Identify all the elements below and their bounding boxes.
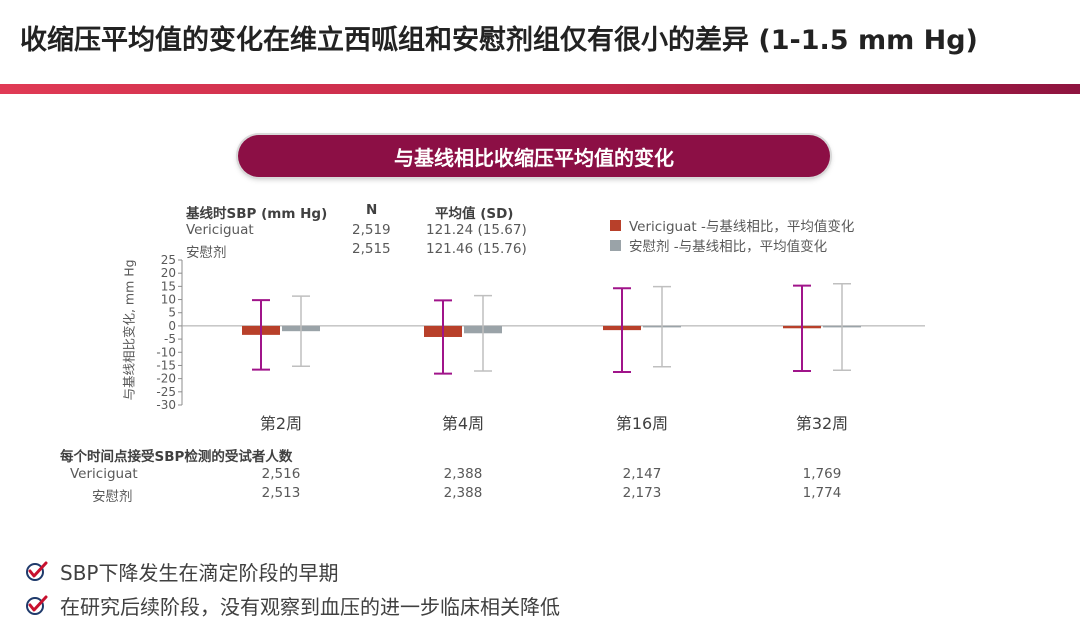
y-tick-label: 20 — [161, 266, 176, 280]
y-tick-label: -5 — [164, 332, 176, 346]
subject-counts-group-label: Vericiguat — [70, 466, 138, 482]
legend-label-placebo: 安慰剂 -与基线相比，平均值变化 — [629, 239, 828, 255]
subject-count-cell: 2,173 — [622, 485, 662, 501]
subject-count-cell: 1,769 — [802, 466, 842, 482]
x-category-label: 第2周 — [260, 414, 302, 433]
baseline-row-group: Vericiguat — [186, 222, 254, 238]
x-category-label: 第16周 — [616, 414, 668, 433]
legend-item-vericiguat: Vericiguat -与基线相比，平均值变化 — [610, 215, 854, 235]
x-category-label: 第32周 — [796, 414, 848, 433]
legend-swatch-placebo — [610, 239, 621, 251]
legend-swatch-vericiguat — [610, 219, 621, 231]
legend-item-placebo: 安慰剂 -与基线相比，平均值变化 — [610, 235, 854, 255]
finding-text: SBP下降发生在滴定阶段的早期 — [60, 560, 339, 585]
key-findings: SBP下降发生在滴定阶段的早期 在研究后续阶段，没有观察到血压的进一步临床相关降… — [24, 554, 560, 622]
y-tick-label: -10 — [156, 345, 176, 359]
subject-count-cell: 2,147 — [622, 466, 662, 482]
accent-bar — [0, 84, 1080, 94]
subject-count-cell: 2,388 — [443, 485, 483, 501]
x-category-label: 第4周 — [442, 414, 484, 433]
check-icon — [26, 561, 48, 581]
baseline-row-group: 安慰剂 — [186, 245, 227, 261]
baseline-row-n: 2,519 — [352, 222, 391, 238]
page-title: 收缩压平均值的变化在维立西呱组和安慰剂组仅有很小的差异 (1-1.5 mm Hg… — [20, 25, 978, 56]
chart-banner: 与基线相比收缩压平均值的变化 — [238, 135, 830, 177]
legend-label-vericiguat: Vericiguat -与基线相比，平均值变化 — [629, 219, 855, 235]
y-tick-label: -25 — [156, 385, 176, 399]
y-tick-label: -30 — [156, 398, 176, 412]
subject-count-cell: 2,516 — [261, 466, 301, 482]
finding-bullet: SBP下降发生在滴定阶段的早期 — [24, 554, 560, 588]
chart-legend: Vericiguat -与基线相比，平均值变化 安慰剂 -与基线相比，平均值变化 — [610, 215, 854, 255]
subject-count-cell: 2,388 — [443, 466, 483, 482]
baseline-row-n: 2,515 — [352, 241, 391, 257]
baseline-header-mean: 平均值 (SD) — [435, 206, 514, 222]
baseline-row-mean: 121.46 (15.76) — [426, 241, 527, 257]
baseline-header-sbp: 基线时SBP (mm Hg) — [186, 206, 328, 222]
finding-text: 在研究后续阶段，没有观察到血压的进一步临床相关降低 — [60, 594, 560, 619]
y-tick-label: 15 — [161, 279, 176, 293]
y-tick-label: 25 — [161, 253, 176, 267]
y-tick-label: 10 — [161, 293, 176, 307]
subject-count-cell: 2,513 — [261, 485, 301, 501]
y-tick-label: 0 — [168, 319, 176, 333]
subject-counts-title: 每个时间点接受SBP检测的受试者人数 — [60, 449, 293, 465]
subject-counts-group-label: 安慰剂 — [92, 489, 133, 505]
finding-bullet: 在研究后续阶段，没有观察到血压的进一步临床相关降低 — [24, 588, 560, 622]
y-tick-label: -20 — [156, 372, 176, 386]
check-icon — [26, 595, 48, 615]
y-tick-label: 5 — [168, 306, 176, 320]
baseline-header-n: N — [366, 202, 378, 218]
subject-count-cell: 1,774 — [802, 485, 842, 501]
baseline-row-mean: 121.24 (15.67) — [426, 222, 527, 238]
y-tick-label: -15 — [156, 358, 176, 372]
